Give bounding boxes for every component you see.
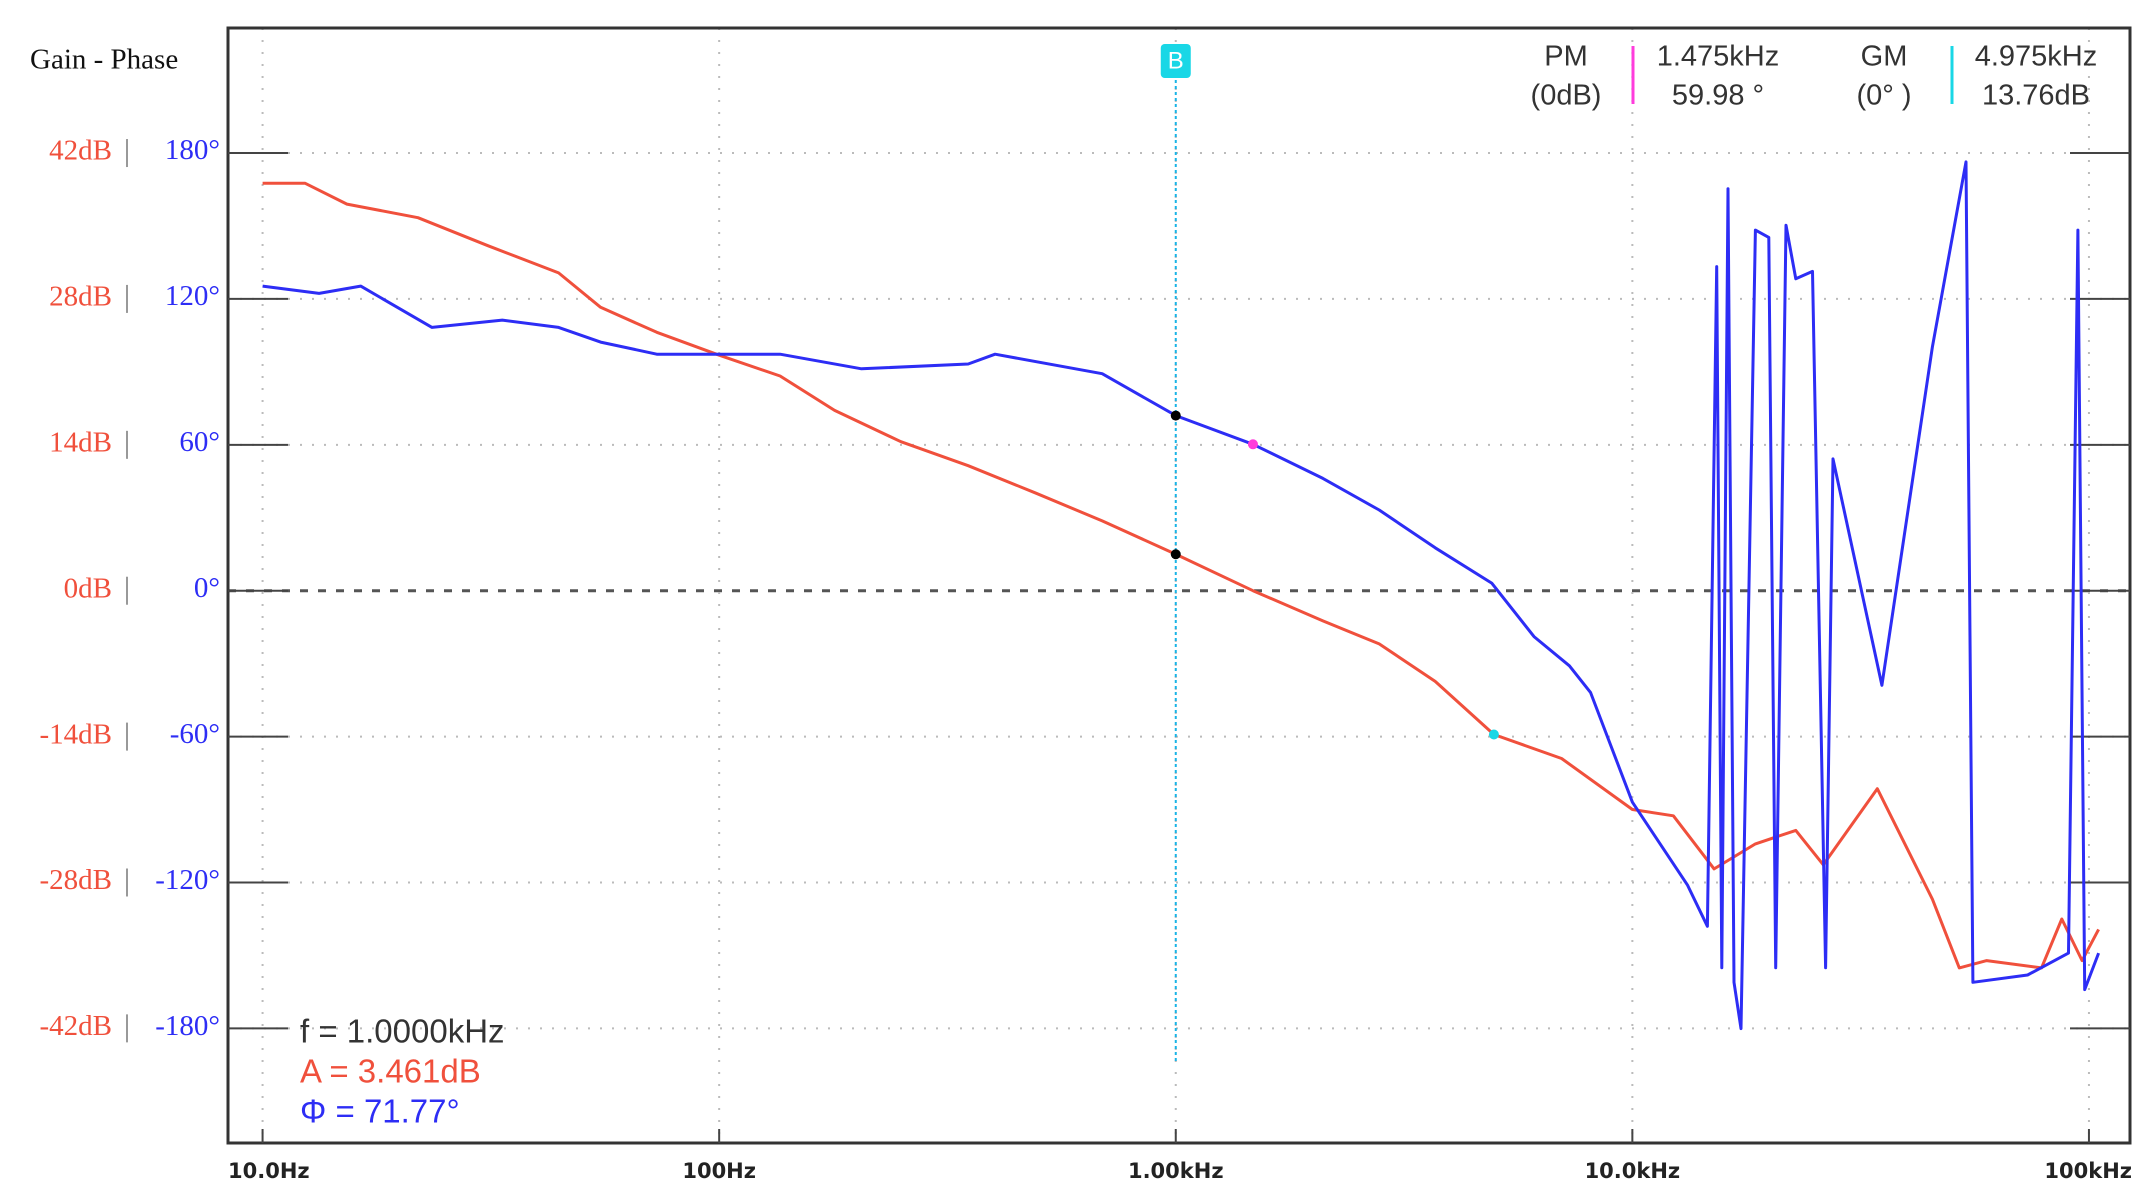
y2-tick-label: 0° xyxy=(194,572,220,604)
x-tick-label: 10.0Hz xyxy=(228,1159,310,1183)
y-tick-label: -14dB xyxy=(40,718,113,750)
y-tick-label: 28dB xyxy=(49,281,112,313)
series-line xyxy=(262,181,2100,970)
pm-point xyxy=(1247,439,1258,450)
y-tick-label: 14dB xyxy=(49,426,112,458)
pm-margin: 59.98 ° xyxy=(1672,80,1764,112)
y2-tick-label: 180° xyxy=(165,134,220,166)
gm-margin: 13.76dB xyxy=(1982,80,2090,112)
cursor-point xyxy=(1170,549,1181,560)
y-tick-label: 0dB xyxy=(64,572,112,604)
pm-label: PM xyxy=(1544,41,1588,73)
cursor-label: B xyxy=(1168,47,1184,74)
pm-frequency: 1.475kHz xyxy=(1657,41,1780,73)
x-tick-label: 100kHz xyxy=(2044,1159,2132,1183)
series-line xyxy=(262,160,2101,1031)
y-tick-label: -42dB xyxy=(40,1010,113,1042)
margin-info: PM (0dB) 1.475kHz 59.98 ° GM (0° ) 4.975… xyxy=(1531,41,2098,112)
readout-frequency: f = 1.0000kHz xyxy=(300,1013,505,1050)
y-tick-label: 42dB xyxy=(49,135,112,167)
y2-tick-label: -120° xyxy=(155,864,220,896)
gm-frequency: 4.975kHz xyxy=(1975,41,2098,73)
plot-frame xyxy=(226,26,2132,1145)
gm-label: GM xyxy=(1861,41,1908,73)
cursor-point xyxy=(1170,410,1181,421)
gm-point xyxy=(1488,729,1499,740)
x-tick-label: 100Hz xyxy=(682,1159,756,1183)
y2-tick-label: 120° xyxy=(165,280,220,312)
y2-tick-label: -60° xyxy=(170,718,220,750)
readout-phase: Φ = 71.77° xyxy=(300,1093,460,1130)
pm-condition: (0dB) xyxy=(1531,80,1602,112)
x-tick-label: 1.00kHz xyxy=(1128,1159,1224,1183)
gm-condition: (0° ) xyxy=(1856,80,1911,112)
y2-tick-label: 60° xyxy=(179,426,220,458)
x-tick-label: 10.0kHz xyxy=(1585,1159,1681,1183)
y-tick-label: -28dB xyxy=(40,864,113,896)
chart-title: Gain - Phase xyxy=(30,44,178,76)
readout-group: f = 1.0000kHz A = 3.461dB Φ = 71.77° xyxy=(300,1013,505,1130)
readout-gain: A = 3.461dB xyxy=(300,1053,481,1090)
y2-tick-label: -180° xyxy=(155,1010,220,1042)
cursor-tag xyxy=(1160,44,1191,78)
